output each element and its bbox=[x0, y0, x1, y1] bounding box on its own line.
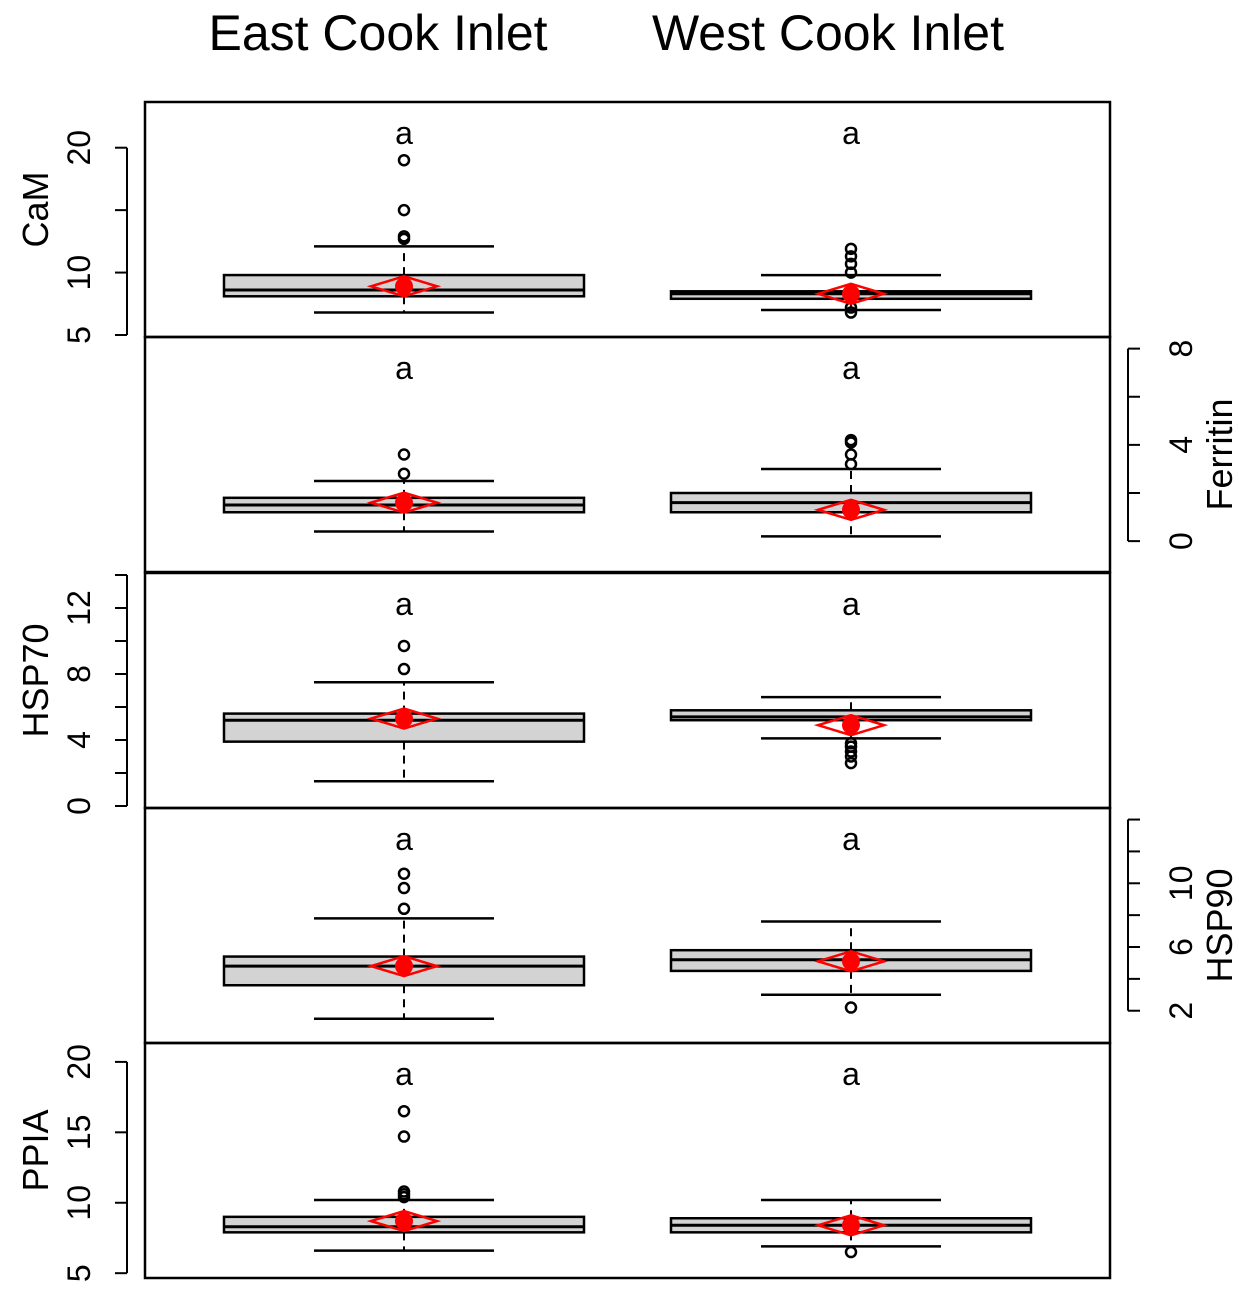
mean-diamond bbox=[813, 1213, 889, 1237]
group-header: West Cook Inlet bbox=[652, 5, 1004, 61]
y-axis-label: HSP70 bbox=[15, 623, 56, 737]
y-axis-label: PPIA bbox=[15, 1109, 56, 1191]
mean-point bbox=[395, 493, 413, 512]
mean-point bbox=[842, 284, 860, 303]
outlier-point bbox=[397, 467, 411, 480]
outlier-point bbox=[397, 867, 411, 880]
outlier-point bbox=[844, 1001, 858, 1014]
mean-point bbox=[395, 277, 413, 296]
y-tick-label: 6 bbox=[1163, 938, 1199, 956]
outlier-point bbox=[844, 250, 858, 263]
outlier-point bbox=[397, 639, 411, 653]
mean-point bbox=[395, 709, 413, 728]
group-header: East Cook Inlet bbox=[208, 5, 547, 61]
outlier-point bbox=[397, 230, 411, 243]
outlier-point bbox=[844, 737, 858, 750]
y-tick-label: 20 bbox=[61, 1044, 97, 1080]
panel-frame bbox=[143, 100, 1112, 339]
y-tick-label: 10 bbox=[61, 255, 97, 291]
outlier-point bbox=[844, 242, 858, 256]
y-tick-label: 0 bbox=[61, 797, 97, 815]
mean-point bbox=[842, 716, 860, 735]
y-tick-label: 8 bbox=[61, 665, 97, 683]
mean-diamond bbox=[813, 282, 889, 306]
panel-frame bbox=[143, 806, 1112, 1045]
outlier-point bbox=[397, 881, 411, 895]
outlier-point bbox=[844, 756, 858, 770]
mean-point bbox=[842, 1216, 860, 1235]
mean-point bbox=[842, 952, 860, 971]
outlier-point bbox=[397, 1130, 411, 1143]
mean-diamond bbox=[813, 713, 889, 737]
panel-frame bbox=[143, 335, 1112, 574]
significance-letter: a bbox=[842, 1056, 860, 1092]
outlier-point bbox=[844, 448, 858, 461]
outlier-point bbox=[844, 266, 858, 279]
significance-letter: a bbox=[842, 586, 860, 622]
outlier-point bbox=[844, 1245, 858, 1259]
mean-diamond bbox=[366, 1209, 442, 1233]
y-tick-label: 15 bbox=[61, 1115, 97, 1151]
significance-letter: a bbox=[395, 115, 413, 151]
mean-diamond bbox=[366, 707, 442, 730]
y-tick-label: 12 bbox=[61, 590, 97, 626]
y-tick-label: 10 bbox=[61, 1185, 97, 1221]
outlier-point bbox=[844, 745, 858, 758]
y-tick-label: 4 bbox=[1163, 436, 1199, 454]
significance-letter: a bbox=[395, 1056, 413, 1092]
panel-frame bbox=[143, 1041, 1112, 1280]
mean-point bbox=[842, 500, 860, 519]
panel-frame bbox=[143, 571, 1112, 810]
y-tick-label: 5 bbox=[61, 326, 97, 344]
y-axis-label: CaM bbox=[15, 171, 56, 247]
outlier-point bbox=[844, 306, 858, 319]
y-axis-label: Ferritin bbox=[1199, 398, 1239, 510]
outlier-point bbox=[397, 902, 411, 916]
y-tick-label: 4 bbox=[61, 731, 97, 749]
mean-diamond bbox=[813, 498, 889, 522]
mean-diamond bbox=[366, 491, 442, 514]
significance-letter: a bbox=[842, 350, 860, 386]
y-tick-label: 5 bbox=[61, 1264, 97, 1282]
mean-diamond bbox=[366, 274, 442, 298]
y-tick-label: 0 bbox=[1163, 532, 1199, 550]
significance-letter: a bbox=[395, 821, 413, 857]
outlier-point bbox=[397, 203, 411, 217]
outlier-point bbox=[397, 1104, 411, 1118]
outlier-point bbox=[844, 433, 858, 447]
outlier-point bbox=[397, 662, 411, 676]
y-tick-label: 2 bbox=[1163, 1002, 1199, 1020]
outlier-point bbox=[397, 1185, 411, 1198]
outlier-point bbox=[397, 448, 411, 461]
mean-point bbox=[395, 1212, 413, 1231]
y-tick-label: 10 bbox=[1163, 865, 1199, 901]
significance-letter: a bbox=[842, 821, 860, 857]
significance-letter: a bbox=[395, 586, 413, 622]
y-axis-label: HSP90 bbox=[1199, 868, 1239, 982]
y-tick-label: 8 bbox=[1163, 340, 1199, 358]
y-tick-label: 20 bbox=[61, 130, 97, 166]
significance-letter: a bbox=[395, 350, 413, 386]
mean-diamond bbox=[813, 950, 889, 973]
significance-letter: a bbox=[842, 115, 860, 151]
mean-point bbox=[395, 957, 413, 976]
outlier-point bbox=[397, 153, 411, 167]
mean-diamond bbox=[366, 954, 442, 978]
outlier-point bbox=[844, 257, 858, 271]
